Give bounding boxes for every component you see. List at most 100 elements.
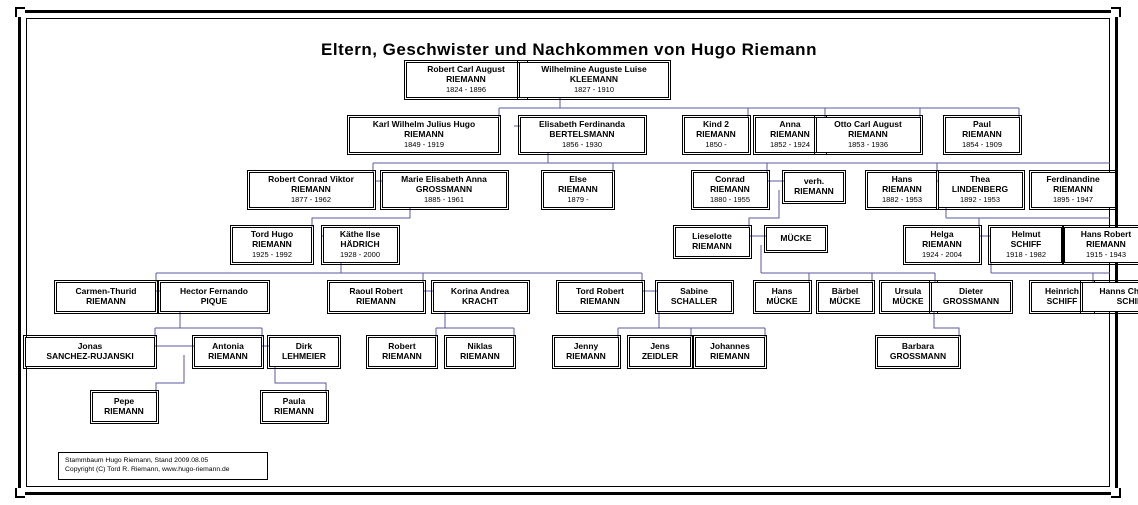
person-robert_conrad: Robert Conrad ViktorRIEMANN1877 - 1962 <box>249 172 374 208</box>
person-conrad: ConradRIEMANN1880 - 1955 <box>693 172 768 208</box>
person-jonas: JonasSANCHEZ-RUJANSKI <box>25 337 155 367</box>
person-hanns_c: Hanns ChristianSCHIFF <box>1082 282 1138 312</box>
surname: RIEMANN <box>562 297 639 307</box>
person-barbara: BarbaraGROSSMANN <box>877 337 959 367</box>
surname: RIEMANN <box>198 352 258 362</box>
surname: RIEMANN <box>820 130 917 140</box>
surname: SANCHEZ-RUJANSKI <box>29 352 151 362</box>
tree-stage: Eltern, Geschwister und Nachkommen von H… <box>28 22 1110 482</box>
dates: 1928 - 2000 <box>327 251 394 260</box>
person-robert_jr: RobertRIEMANN <box>368 337 436 367</box>
person-hector: Hector FernandoPIQUE <box>160 282 268 312</box>
person-jens: JensZEIDLER <box>629 337 691 367</box>
person-sabine: SabineSCHALLER <box>657 282 732 312</box>
given-name: MÜCKE <box>770 234 822 244</box>
person-else: ElseRIEMANN1879 - <box>543 172 613 208</box>
surname: RIEMANN <box>558 352 615 362</box>
surname: LEHMEIER <box>273 352 335 362</box>
corner-tl <box>15 7 25 17</box>
surname: GROSSMANN <box>935 297 1007 307</box>
person-marie_grossmann: Marie Elisabeth AnnaGROSSMANN1885 - 1961 <box>382 172 507 208</box>
surname: MÜCKE <box>759 297 806 307</box>
person-hans_mucke: HansMÜCKE <box>755 282 810 312</box>
corner-br <box>1111 488 1121 498</box>
surname: SCHIFF <box>1035 297 1089 307</box>
surname: RIEMANN <box>353 130 495 140</box>
surname: HÄDRICH <box>327 240 394 250</box>
person-karl_hugo: Karl Wilhelm Julius HugoRIEMANN1849 - 19… <box>349 117 499 153</box>
person-hans_robert: Hans RobertRIEMANN1915 - 1943 <box>1064 227 1138 263</box>
surname: RIEMANN <box>1035 185 1112 195</box>
person-barbel: BärbelMÜCKE <box>818 282 873 312</box>
surname: RIEMANN <box>1068 240 1138 250</box>
person-kathe: Käthe IlseHÄDRICH1928 - 2000 <box>323 227 398 263</box>
person-otto: Otto Carl AugustRIEMANN1853 - 1936 <box>816 117 921 153</box>
person-korina: Korina AndreaKRACHT <box>433 282 528 312</box>
surname: RIEMANN <box>333 297 420 307</box>
person-carmen: Carmen-ThuridRIEMANN <box>56 282 156 312</box>
surname: RIEMANN <box>699 352 761 362</box>
surname: RIEMANN <box>949 130 1016 140</box>
dates: 1880 - 1955 <box>697 196 764 205</box>
surname: RIEMANN <box>236 240 308 250</box>
dates: 1885 - 1961 <box>386 196 503 205</box>
surname: SCHIFF <box>994 240 1058 250</box>
dates: 1853 - 1936 <box>820 141 917 150</box>
surname: PIQUE <box>164 297 264 307</box>
person-elisabeth_b: Elisabeth FerdinandaBERTELSMANN1856 - 19… <box>520 117 645 153</box>
surname: SCHIFF <box>1086 297 1138 307</box>
person-ferdinandine: FerdinandineRIEMANN1895 - 1947 <box>1031 172 1116 208</box>
surname: ZEIDLER <box>633 352 687 362</box>
dates: 1895 - 1947 <box>1035 196 1112 205</box>
dates: 1824 - 1896 <box>410 86 522 95</box>
surname: RIEMANN <box>909 240 976 250</box>
dates: 1915 - 1943 <box>1068 251 1138 260</box>
corner-bl <box>15 488 25 498</box>
surname: GROSSMANN <box>881 352 955 362</box>
dates: 1877 - 1962 <box>253 196 370 205</box>
surname: LINDENBERG <box>942 185 1019 195</box>
person-hans: HansRIEMANN1882 - 1953 <box>867 172 937 208</box>
person-johannes: JohannesRIEMANN <box>695 337 765 367</box>
dates: 1856 - 1930 <box>524 141 641 150</box>
dates: 1849 - 1919 <box>353 141 495 150</box>
dates: 1892 - 1953 <box>942 196 1019 205</box>
surname: RIEMANN <box>266 407 323 417</box>
person-robert_carl: Robert Carl AugustRIEMANN1824 - 1896 <box>406 62 526 98</box>
person-paul: PaulRIEMANN1854 - 1909 <box>945 117 1020 153</box>
surname: RIEMANN <box>688 130 745 140</box>
person-niklas: NiklasRIEMANN <box>446 337 514 367</box>
corner-tr <box>1111 7 1121 17</box>
person-antonia: AntoniaRIEMANN <box>194 337 262 367</box>
surname: MÜCKE <box>822 297 869 307</box>
dates: 1925 - 1992 <box>236 251 308 260</box>
person-verh: verh.RIEMANN <box>784 172 844 202</box>
legend-line2: Copyright (C) Tord R. Riemann, www.hugo-… <box>65 466 261 475</box>
surname: RIEMANN <box>788 187 840 197</box>
surname: GROSSMANN <box>386 185 503 195</box>
dates: 1827 - 1910 <box>523 86 665 95</box>
surname: RIEMANN <box>871 185 933 195</box>
person-mucke_sp: MÜCKE <box>766 227 826 251</box>
legend-line1: Stammbaum Hugo Riemann, Stand 2009.08.05 <box>65 457 261 466</box>
surname: MÜCKE <box>885 297 932 307</box>
dates: 1918 - 1982 <box>994 251 1058 260</box>
dates: 1882 - 1953 <box>871 196 933 205</box>
surname: KLEEMANN <box>523 75 665 85</box>
person-jenny: JennyRIEMANN <box>554 337 619 367</box>
legend-box: Stammbaum Hugo Riemann, Stand 2009.08.05… <box>58 452 268 480</box>
surname: RIEMANN <box>679 242 746 252</box>
surname: RIEMANN <box>547 185 609 195</box>
person-tord_hugo: Tord HugoRIEMANN1925 - 1992 <box>232 227 312 263</box>
surname: RIEMANN <box>96 407 153 417</box>
surname: RIEMANN <box>253 185 370 195</box>
person-paula: PaulaRIEMANN <box>262 392 327 422</box>
person-wilhelmine: Wilhelmine Auguste LuiseKLEEMANN1827 - 1… <box>519 62 669 98</box>
person-ursula: UrsulaMÜCKE <box>881 282 936 312</box>
surname: RIEMANN <box>450 352 510 362</box>
dates: 1879 - <box>547 196 609 205</box>
surname: RIEMANN <box>697 185 764 195</box>
person-liselotte: LieselotteRIEMANN <box>675 227 750 257</box>
surname: RIEMANN <box>60 297 152 307</box>
person-helga: HelgaRIEMANN1924 - 2004 <box>905 227 980 263</box>
